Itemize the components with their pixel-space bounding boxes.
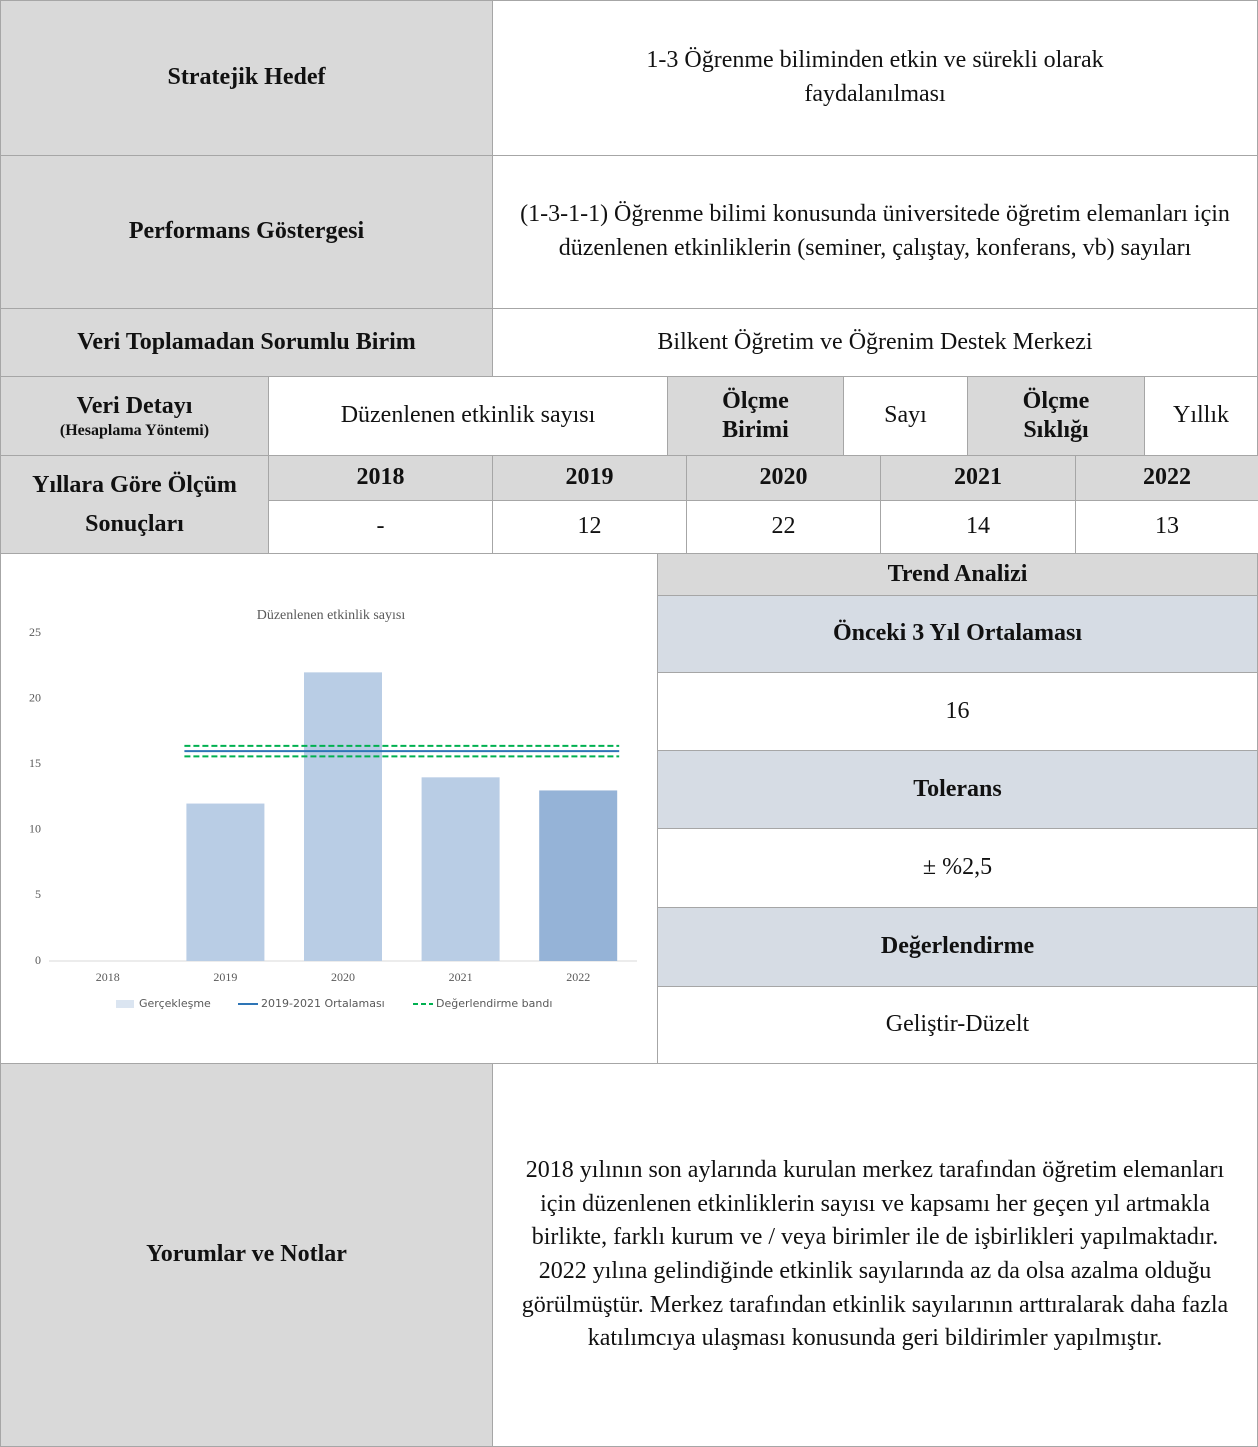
y-tick-label: 20 (29, 690, 41, 704)
label: Performans Göstergesi (0, 155, 493, 309)
year: 2022 (1075, 455, 1258, 501)
sublabel: (Hesaplama Yöntemi) (59, 421, 210, 439)
year: 2018 (268, 455, 493, 501)
bar (539, 790, 618, 961)
label: Yorumlar ve Notlar (0, 1063, 493, 1447)
x-tick-label: 2018 (96, 970, 120, 984)
value: Düzenlenen etkinlik sayısı (268, 376, 668, 456)
chart: Düzenlenen etkinlik sayısı 0 5 10 15 20 25 2018… (29, 608, 637, 1010)
x-tick-label: 2020 (331, 970, 355, 984)
result: - (268, 500, 493, 554)
y-tick-label: 5 (35, 887, 41, 901)
x-tick-label: 2021 (449, 970, 473, 984)
label: Veri Detayı (Hesaplama Yöntemi) (0, 376, 269, 456)
y-tick-label: 25 (29, 625, 41, 639)
x-tick-label: 2019 (213, 970, 237, 984)
year: 2020 (686, 455, 881, 501)
chart-title: Düzenlenen etkinlik sayısı (257, 608, 406, 623)
value: Geliştir-Düzelt (657, 986, 1258, 1064)
label: Önceki 3 Yıl Ortalaması (657, 595, 1258, 673)
label: Veri Toplamadan Sorumlu Birim (0, 308, 493, 377)
bar (421, 777, 500, 961)
legend-label: 2019-2021 Ortalaması (261, 997, 385, 1010)
label: Ölçme Sıklığı (967, 376, 1145, 456)
label: Trend Analizi (657, 553, 1258, 596)
y-tick-label: 0 (35, 953, 41, 967)
x-tick-label: 2022 (566, 970, 590, 984)
y-tick-label: 10 (29, 822, 41, 836)
value: (1-3-1-1) Öğrenme bilimi konusunda ünive… (492, 155, 1258, 309)
value: ± %2,5 (657, 828, 1258, 908)
label-text: Veri Detayı (76, 393, 193, 419)
result: 12 (492, 500, 687, 554)
value: 1-3 Öğrenme biliminden etkin ve sürekli … (492, 0, 1258, 156)
legend-label: Gerçekleşme (139, 997, 211, 1010)
year: 2019 (492, 455, 687, 501)
comments: 2018 yılının son aylarında kurulan merke… (492, 1063, 1258, 1447)
value: Bilkent Öğretim ve Öğrenim Destek Merkez… (492, 308, 1258, 377)
label: Stratejik Hedef (0, 0, 493, 156)
year: 2021 (880, 455, 1076, 501)
result: 13 (1075, 500, 1258, 554)
result: 22 (686, 500, 881, 554)
legend-swatch (116, 1000, 134, 1008)
chart-cell: Düzenlenen etkinlik sayısı 0 5 10 15 20 25 2018… (0, 553, 658, 1064)
label: Değerlendirme (657, 907, 1258, 987)
result: 14 (880, 500, 1076, 554)
legend-label: Değerlendirme bandı (436, 997, 552, 1010)
label: Yıllara Göre Ölçüm Sonuçları (0, 455, 269, 554)
bar (186, 803, 265, 961)
bar (304, 672, 382, 961)
label: Ölçme Birimi (667, 376, 844, 456)
value: Yıllık (1144, 376, 1258, 456)
label: Tolerans (657, 750, 1258, 829)
y-tick-label: 15 (29, 756, 41, 770)
value: 16 (657, 672, 1258, 751)
value: Sayı (843, 376, 968, 456)
